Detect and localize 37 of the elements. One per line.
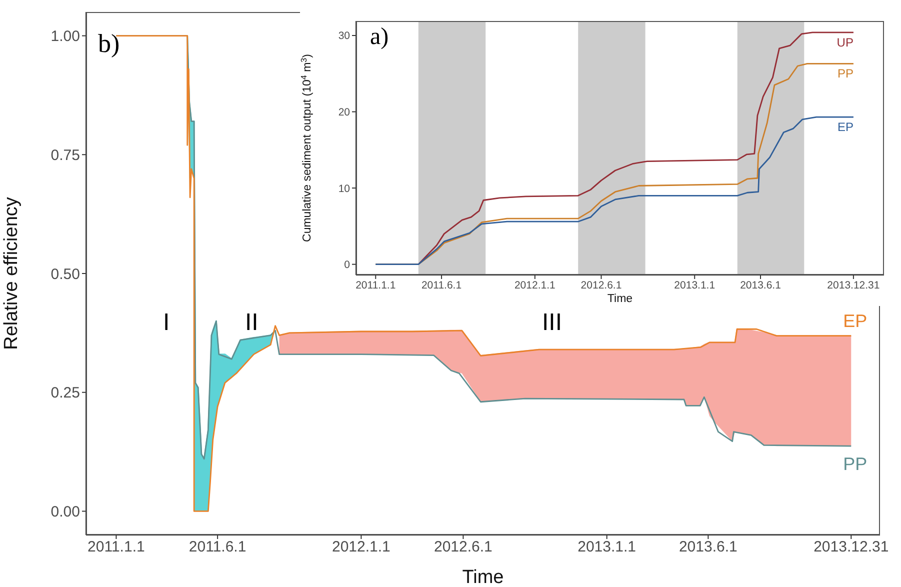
y-tick-label: 0.50	[50, 266, 80, 283]
line-series	[374, 116, 854, 266]
series-label: EP	[837, 120, 854, 134]
series-label: PP	[843, 454, 868, 474]
y-tick-label: 0.25	[50, 384, 80, 402]
x-axis-title: Time	[607, 293, 633, 305]
x-tick-label: 2012.6.1	[434, 538, 492, 556]
x-tick-label: 2012.1.1	[332, 538, 390, 556]
y-tick-label: 20	[338, 106, 350, 118]
x-tick-label: 2013.6.1	[740, 279, 782, 292]
y-tick-label: 1.00	[50, 28, 80, 46]
y-tick-label: 0.00	[50, 504, 80, 521]
y-tick-label: 0	[344, 259, 350, 272]
x-tick-label: 2011.6.1	[421, 279, 462, 292]
x-axis-title: Time	[462, 567, 504, 587]
series-label: UP	[836, 35, 854, 50]
annotation: III	[542, 309, 562, 336]
annotation: a)	[370, 24, 389, 50]
x-tick-label: 2012.1.1	[514, 279, 556, 292]
y-axis-title: Relative efficiency	[1, 196, 22, 350]
x-tick-label: 2013.6.1	[678, 538, 738, 556]
y-tick-label: 10	[338, 182, 350, 195]
y-tick-label: 30	[338, 30, 350, 42]
x-tick-label: 2011.1.1	[356, 279, 396, 292]
series-label: PP	[837, 66, 854, 81]
x-tick-label: 2013.12.31	[814, 538, 889, 556]
x-tick-label: 2013.1.1	[578, 538, 636, 556]
x-tick-label: 2011.1.1	[88, 538, 145, 556]
y-tick-label: 0.75	[50, 146, 80, 164]
annotation: II	[245, 309, 258, 336]
x-tick-label: 2013.12.31	[827, 279, 880, 292]
x-tick-label: 2011.6.1	[188, 538, 246, 556]
x-tick-label: 2012.6.1	[580, 279, 622, 292]
series-label: EP	[843, 310, 868, 331]
x-tick-label: 2013.1.1	[674, 279, 716, 292]
annotation: b)	[98, 29, 120, 59]
annotation: I	[163, 309, 170, 336]
